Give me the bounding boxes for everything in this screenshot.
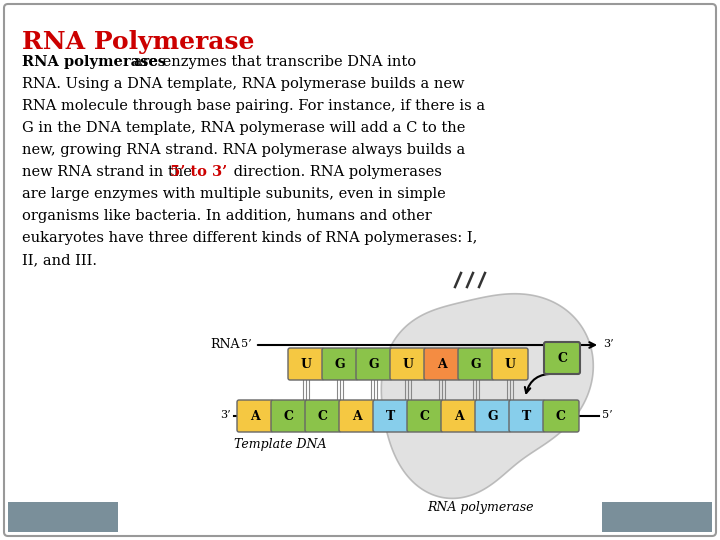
Text: direction. RNA polymerases: direction. RNA polymerases [229, 165, 442, 179]
Text: RNA Polymerase: RNA Polymerase [22, 30, 254, 54]
Text: C: C [556, 409, 566, 422]
FancyBboxPatch shape [492, 348, 528, 380]
Text: U: U [300, 357, 312, 370]
FancyBboxPatch shape [424, 348, 460, 380]
Text: Template DNA: Template DNA [234, 438, 326, 451]
FancyBboxPatch shape [390, 348, 426, 380]
Text: 3’: 3’ [220, 410, 231, 420]
Text: 5’: 5’ [241, 339, 252, 349]
FancyBboxPatch shape [339, 400, 375, 432]
Text: T: T [387, 409, 395, 422]
Text: A: A [437, 357, 447, 370]
FancyBboxPatch shape [305, 400, 341, 432]
FancyBboxPatch shape [441, 400, 477, 432]
Text: G: G [369, 357, 379, 370]
Text: G: G [335, 357, 346, 370]
Text: 5’ to 3’: 5’ to 3’ [170, 165, 227, 179]
Text: G: G [487, 409, 498, 422]
Text: A: A [352, 409, 362, 422]
Text: 3’: 3’ [603, 339, 613, 349]
Text: G in the DNA template, RNA polymerase will add a C to the: G in the DNA template, RNA polymerase wi… [22, 121, 465, 135]
FancyBboxPatch shape [373, 400, 409, 432]
FancyBboxPatch shape [509, 400, 545, 432]
FancyBboxPatch shape [288, 348, 324, 380]
FancyBboxPatch shape [407, 400, 443, 432]
Text: new, growing RNA strand. RNA polymerase always builds a: new, growing RNA strand. RNA polymerase … [22, 143, 465, 157]
Text: are large enzymes with multiple subunits, even in simple: are large enzymes with multiple subunits… [22, 187, 446, 201]
Text: II, and III.: II, and III. [22, 253, 97, 267]
Text: RNA polymerases: RNA polymerases [22, 55, 166, 69]
Text: RNA polymerase: RNA polymerase [427, 502, 534, 515]
Text: 5’: 5’ [602, 410, 613, 420]
Text: eukaryotes have three different kinds of RNA polymerases: I,: eukaryotes have three different kinds of… [22, 231, 477, 245]
FancyBboxPatch shape [544, 342, 580, 374]
Polygon shape [382, 294, 593, 498]
Text: A: A [250, 409, 260, 422]
FancyBboxPatch shape [475, 400, 511, 432]
Text: organisms like bacteria. In addition, humans and other: organisms like bacteria. In addition, hu… [22, 209, 432, 223]
Text: are enzymes that transcribe DNA into: are enzymes that transcribe DNA into [129, 55, 416, 69]
Text: C: C [318, 409, 328, 422]
Text: RNA. Using a DNA template, RNA polymerase builds a new: RNA. Using a DNA template, RNA polymeras… [22, 77, 464, 91]
Text: T: T [523, 409, 531, 422]
Text: C: C [420, 409, 430, 422]
FancyBboxPatch shape [458, 348, 494, 380]
Text: RNA: RNA [210, 338, 240, 350]
Text: C: C [557, 352, 567, 365]
Text: new RNA strand in the: new RNA strand in the [22, 165, 197, 179]
FancyBboxPatch shape [237, 400, 273, 432]
FancyBboxPatch shape [543, 400, 579, 432]
Bar [8, 502, 118, 532]
Text: U: U [402, 357, 413, 370]
FancyBboxPatch shape [356, 348, 392, 380]
FancyBboxPatch shape [271, 400, 307, 432]
Text: A: A [454, 409, 464, 422]
Text: U: U [505, 357, 516, 370]
Text: C: C [284, 409, 294, 422]
FancyBboxPatch shape [322, 348, 358, 380]
Text: RNA molecule through base pairing. For instance, if there is a: RNA molecule through base pairing. For i… [22, 99, 485, 113]
Bar [602, 502, 712, 532]
FancyBboxPatch shape [4, 4, 716, 536]
Text: G: G [471, 357, 481, 370]
